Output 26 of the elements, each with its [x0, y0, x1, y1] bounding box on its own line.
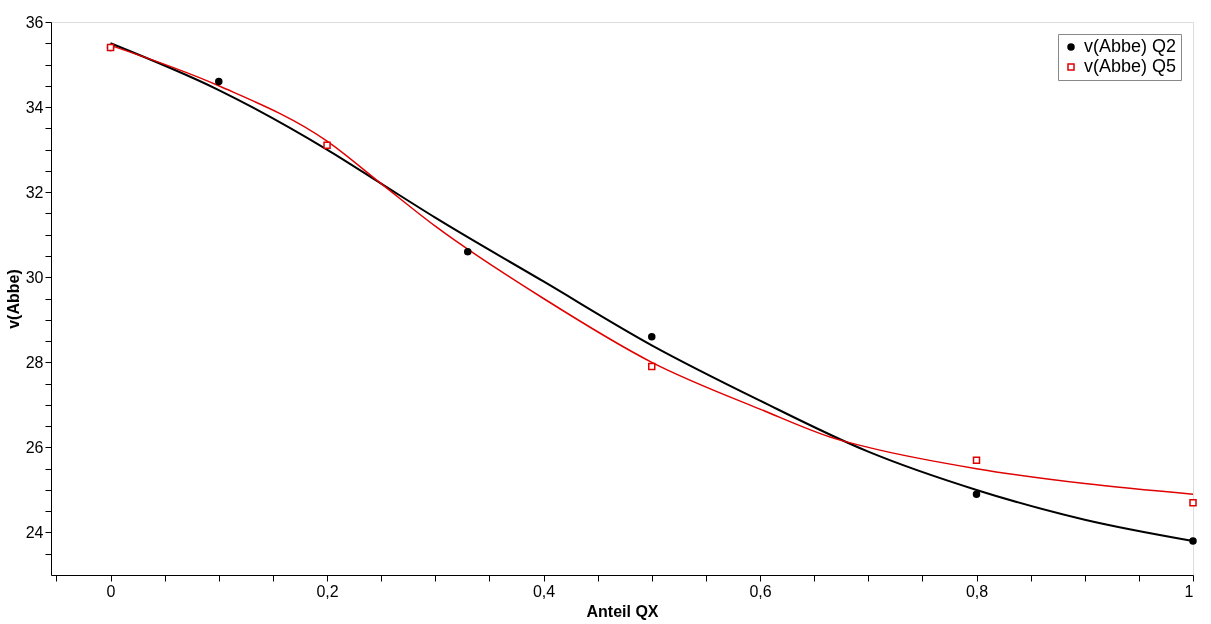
y-tick-label: 32 — [25, 183, 44, 201]
y-tick-label: 24 — [25, 523, 44, 541]
x-axis-title: Anteil QX — [586, 602, 659, 620]
x-tick-label: 0,4 — [532, 582, 556, 600]
y-tick-label: 36 — [25, 13, 44, 31]
y-tick-label: 26 — [25, 438, 44, 456]
point — [215, 77, 223, 86]
point — [972, 456, 981, 464]
legend-label: v(Abbe) Q2 — [1084, 36, 1177, 56]
point — [464, 247, 472, 256]
y-axis-title: v(Abbe) — [4, 269, 22, 329]
legend-label: v(Abbe) Q5 — [1084, 56, 1177, 76]
x-tick-label: 0,2 — [316, 582, 339, 600]
x-tick-label: 0,8 — [965, 582, 989, 600]
x-tick-label: 0,6 — [749, 582, 772, 600]
point — [648, 362, 656, 371]
x-tick-label: 0 — [106, 582, 116, 600]
point — [972, 490, 981, 498]
point — [1189, 537, 1197, 545]
point — [323, 141, 331, 150]
y-tick-label: 34 — [25, 98, 44, 116]
y-tick-label: 30 — [25, 268, 44, 286]
x-tick-label: 1 — [1184, 582, 1194, 600]
point — [648, 333, 656, 341]
y-tick-label: 28 — [25, 353, 44, 371]
point — [1189, 498, 1197, 507]
